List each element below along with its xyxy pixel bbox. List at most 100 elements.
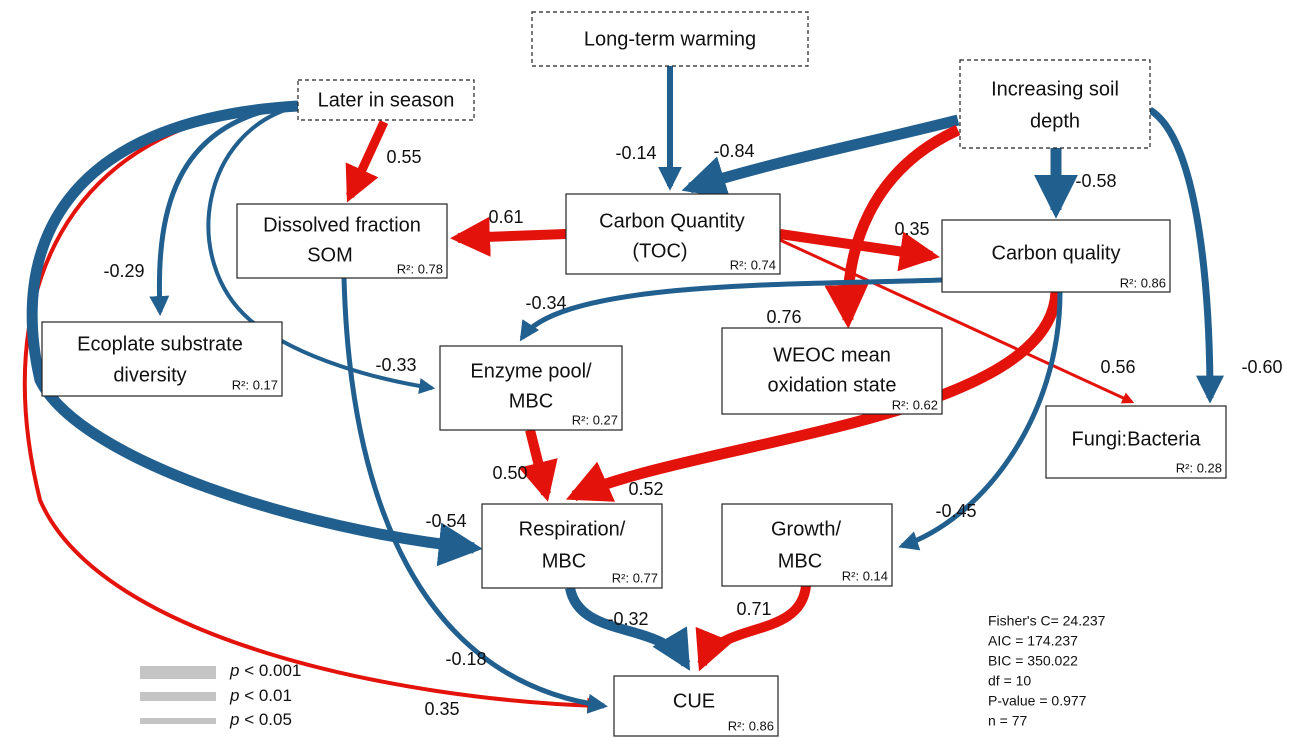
node-box <box>941 219 1171 293</box>
legend-label: p < 0.05 <box>229 710 292 729</box>
path-arrow <box>450 216 567 257</box>
stat-line: Fisher's C= 24.237 <box>988 613 1106 629</box>
r-squared: R²: 0.77 <box>612 570 658 585</box>
legend-swatch <box>140 692 216 701</box>
path-arrow <box>22 102 604 714</box>
node-label: Increasing soil <box>991 78 1119 100</box>
r-squared: R²: 0.74 <box>730 257 776 272</box>
node-label: Enzyme pool/ <box>470 360 592 382</box>
path-coefficient: 0.35 <box>894 219 929 239</box>
node-label: MBC <box>778 550 822 572</box>
path-coefficient: -0.33 <box>375 355 416 375</box>
path-coefficient: -0.54 <box>425 511 466 531</box>
r-squared: R²: 0.27 <box>572 412 618 427</box>
node-box <box>721 503 893 587</box>
path-arrow <box>898 291 1063 551</box>
path-arrow <box>518 428 558 502</box>
node-label: SOM <box>307 244 353 266</box>
r-squared: R²: 0.17 <box>232 377 278 392</box>
node-label: Long-term warming <box>584 28 756 50</box>
stat-line: BIC = 350.022 <box>988 653 1078 669</box>
node-label: Fungi:Bacteria <box>1072 428 1202 450</box>
path-arrow <box>206 104 436 394</box>
node-label: depth <box>1030 110 1080 132</box>
path-arrow <box>149 101 299 316</box>
node-box <box>41 321 283 397</box>
path-arrow <box>26 100 483 567</box>
path-arrow <box>695 585 811 672</box>
node-label: Later in season <box>318 89 455 111</box>
path-arrow <box>519 277 943 342</box>
path-coefficient: -0.58 <box>1075 171 1116 191</box>
r-squared: R²: 0.86 <box>1120 275 1166 290</box>
path-coefficient: 0.35 <box>424 699 459 719</box>
node-box <box>481 503 663 589</box>
node-box <box>613 675 779 737</box>
node-label: (TOC) <box>632 240 687 262</box>
path-coefficient: 0.52 <box>628 479 663 499</box>
path-arrow <box>824 124 961 329</box>
node-label: Respiration/ <box>519 518 626 540</box>
node-box <box>439 345 623 431</box>
legend-label: p < 0.001 <box>229 661 301 680</box>
node-label: oxidation state <box>768 374 897 396</box>
path-arrow <box>341 277 608 714</box>
r-squared: R²: 0.78 <box>397 261 443 276</box>
path-arrow <box>779 238 1135 404</box>
path-coefficient: -0.18 <box>445 649 486 669</box>
legend-text: < 0.05 <box>239 710 291 729</box>
path-arrow <box>681 114 960 199</box>
node-label: MBC <box>509 390 553 412</box>
legend-symbol: p <box>229 710 239 729</box>
path-coefficient: 0.61 <box>488 207 523 227</box>
node-box <box>959 59 1151 149</box>
node-label: CUE <box>673 690 715 712</box>
fit-stats: Fisher's C= 24.237 AIC = 174.237 BIC = 3… <box>988 613 1106 729</box>
edges <box>22 66 1224 714</box>
path-coefficient: -0.14 <box>615 143 656 163</box>
coefficients: -0.14 -0.84 0.55 0.61 0.35 -0.58 -0.60 0… <box>103 141 1282 719</box>
node-label: WEOC mean <box>773 344 891 366</box>
r-squared: R²: 0.28 <box>1176 460 1222 475</box>
stat-line: AIC = 174.237 <box>988 633 1078 649</box>
r-squared: R²: 0.62 <box>892 397 938 412</box>
path-coefficient: -0.34 <box>525 293 566 313</box>
stat-line: n = 77 <box>988 713 1028 729</box>
legend-swatch <box>140 718 216 724</box>
legend-symbol: p <box>229 661 239 680</box>
node-label: Ecoplate substrate <box>77 333 243 355</box>
legend: p < 0.001 p < 0.01 p < 0.05 <box>140 661 301 729</box>
legend-text: < 0.01 <box>239 686 291 705</box>
path-coefficient: 0.55 <box>386 147 421 167</box>
path-coefficient: 0.71 <box>736 599 771 619</box>
path-coefficient: -0.60 <box>1241 357 1282 377</box>
path-arrow <box>565 291 1062 502</box>
path-coefficient: -0.32 <box>607 609 648 629</box>
node-box <box>297 79 475 121</box>
nodes: Long-term warming Later in season Increa… <box>41 11 1227 737</box>
r-squared: R²: 0.86 <box>728 718 774 733</box>
node-label: Carbon Quantity <box>599 210 745 232</box>
path-coefficient: 0.50 <box>492 463 527 483</box>
path-coefficient: -0.45 <box>935 501 976 521</box>
path-arrow <box>565 586 691 671</box>
legend-symbol: p <box>229 686 239 705</box>
node-box <box>565 193 781 275</box>
node-box <box>531 11 809 67</box>
legend-label: p < 0.01 <box>229 686 292 705</box>
node-box <box>1045 405 1227 479</box>
legend-swatch <box>140 666 216 679</box>
legend-text: < 0.001 <box>239 661 301 680</box>
node-box <box>721 327 943 415</box>
node-label: diversity <box>113 364 186 386</box>
path-coefficient: 0.56 <box>1100 357 1135 377</box>
path-coefficient: -0.29 <box>103 261 144 281</box>
stat-line: P-value = 0.977 <box>988 693 1087 709</box>
stat-line: df = 10 <box>988 673 1031 689</box>
node-box <box>236 203 448 279</box>
node-label: Growth/ <box>771 518 841 540</box>
path-coefficient: -0.84 <box>713 141 754 161</box>
path-arrow <box>1148 107 1224 404</box>
